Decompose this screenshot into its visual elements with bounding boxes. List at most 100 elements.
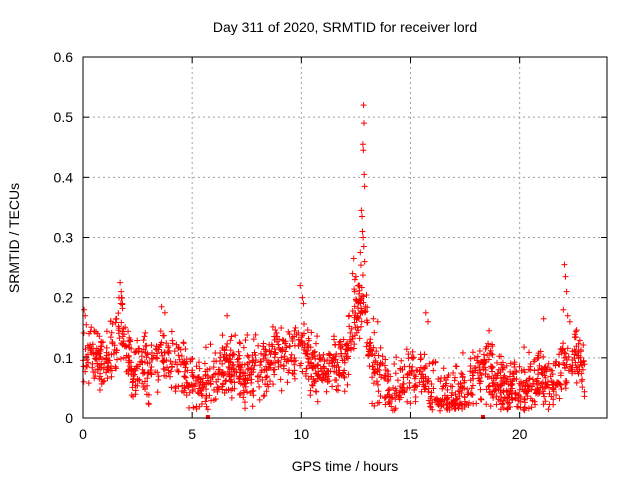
data-point — [283, 344, 290, 351]
data-point — [378, 374, 385, 381]
data-point — [161, 357, 168, 364]
data-point — [369, 400, 376, 407]
data-point — [142, 329, 149, 336]
data-point — [370, 315, 377, 322]
data-point — [355, 305, 362, 312]
data-point — [395, 393, 402, 400]
data-point — [194, 389, 201, 396]
data-point — [467, 362, 474, 369]
data-point — [517, 404, 524, 411]
data-point — [403, 346, 410, 353]
data-point — [119, 300, 126, 307]
data-point — [352, 273, 359, 280]
data-point — [398, 388, 405, 395]
data-point — [469, 382, 476, 389]
data-point — [425, 377, 432, 384]
data-point — [240, 394, 247, 401]
data-point — [262, 381, 269, 388]
data-point — [176, 356, 183, 363]
data-point — [499, 359, 506, 366]
data-point — [344, 340, 351, 347]
data-point — [429, 406, 436, 413]
data-point — [167, 358, 174, 365]
data-point — [424, 318, 431, 325]
data-point — [452, 391, 459, 398]
data-point — [154, 350, 161, 357]
data-point — [509, 390, 516, 397]
data-point — [331, 362, 338, 369]
data-point — [358, 318, 365, 325]
data-point — [155, 376, 162, 383]
data-point — [484, 352, 491, 359]
data-point — [507, 381, 514, 388]
data-point — [226, 372, 233, 379]
data-point — [483, 401, 490, 408]
data-point — [210, 358, 217, 365]
data-point — [375, 388, 382, 395]
data-point — [300, 300, 307, 307]
data-point — [113, 365, 120, 372]
data-point — [242, 405, 249, 412]
data-point — [444, 386, 451, 393]
data-point — [200, 375, 207, 382]
data-point — [455, 387, 462, 394]
data-point — [572, 328, 579, 335]
data-point — [436, 400, 443, 407]
data-point — [221, 390, 228, 397]
data-point — [465, 389, 472, 396]
data-point — [236, 391, 243, 398]
y-tick-label: 0.2 — [54, 290, 74, 306]
data-point — [279, 348, 286, 355]
data-point — [180, 361, 187, 368]
data-point — [256, 383, 263, 390]
data-point — [108, 351, 115, 358]
data-point — [487, 403, 494, 410]
data-point — [478, 371, 485, 378]
data-point — [489, 391, 496, 398]
data-point — [252, 357, 259, 364]
data-point — [407, 400, 414, 407]
data-point — [105, 359, 112, 366]
data-point — [371, 329, 378, 336]
data-point — [437, 407, 444, 414]
data-point — [504, 406, 511, 413]
data-point — [444, 374, 451, 381]
data-point — [250, 387, 257, 394]
data-point — [492, 372, 499, 379]
data-point — [305, 335, 312, 342]
data-point — [386, 393, 393, 400]
data-point — [237, 390, 244, 397]
data-point — [122, 324, 129, 331]
data-point — [313, 388, 320, 395]
data-point — [401, 389, 408, 396]
data-point — [98, 364, 105, 371]
data-point — [333, 386, 340, 393]
data-point — [261, 351, 268, 358]
data-point — [246, 359, 253, 366]
data-point — [480, 366, 487, 373]
data-point — [134, 382, 141, 389]
data-point — [565, 367, 572, 374]
data-point — [180, 340, 187, 347]
data-point — [573, 352, 580, 359]
data-point — [186, 382, 193, 389]
data-point — [148, 356, 155, 363]
data-point — [511, 375, 518, 382]
data-point — [262, 352, 269, 359]
data-point — [89, 364, 96, 371]
data-point — [527, 395, 534, 402]
data-point — [288, 351, 295, 358]
data-point — [142, 386, 149, 393]
data-point — [523, 378, 530, 385]
data-point — [469, 391, 476, 398]
data-point — [369, 374, 376, 381]
data-point — [567, 363, 574, 370]
data-point — [129, 379, 136, 386]
data-point — [332, 376, 339, 383]
data-point — [242, 337, 249, 344]
data-point — [307, 392, 314, 399]
data-point — [473, 357, 480, 364]
data-point — [459, 373, 466, 380]
data-point — [574, 363, 581, 370]
